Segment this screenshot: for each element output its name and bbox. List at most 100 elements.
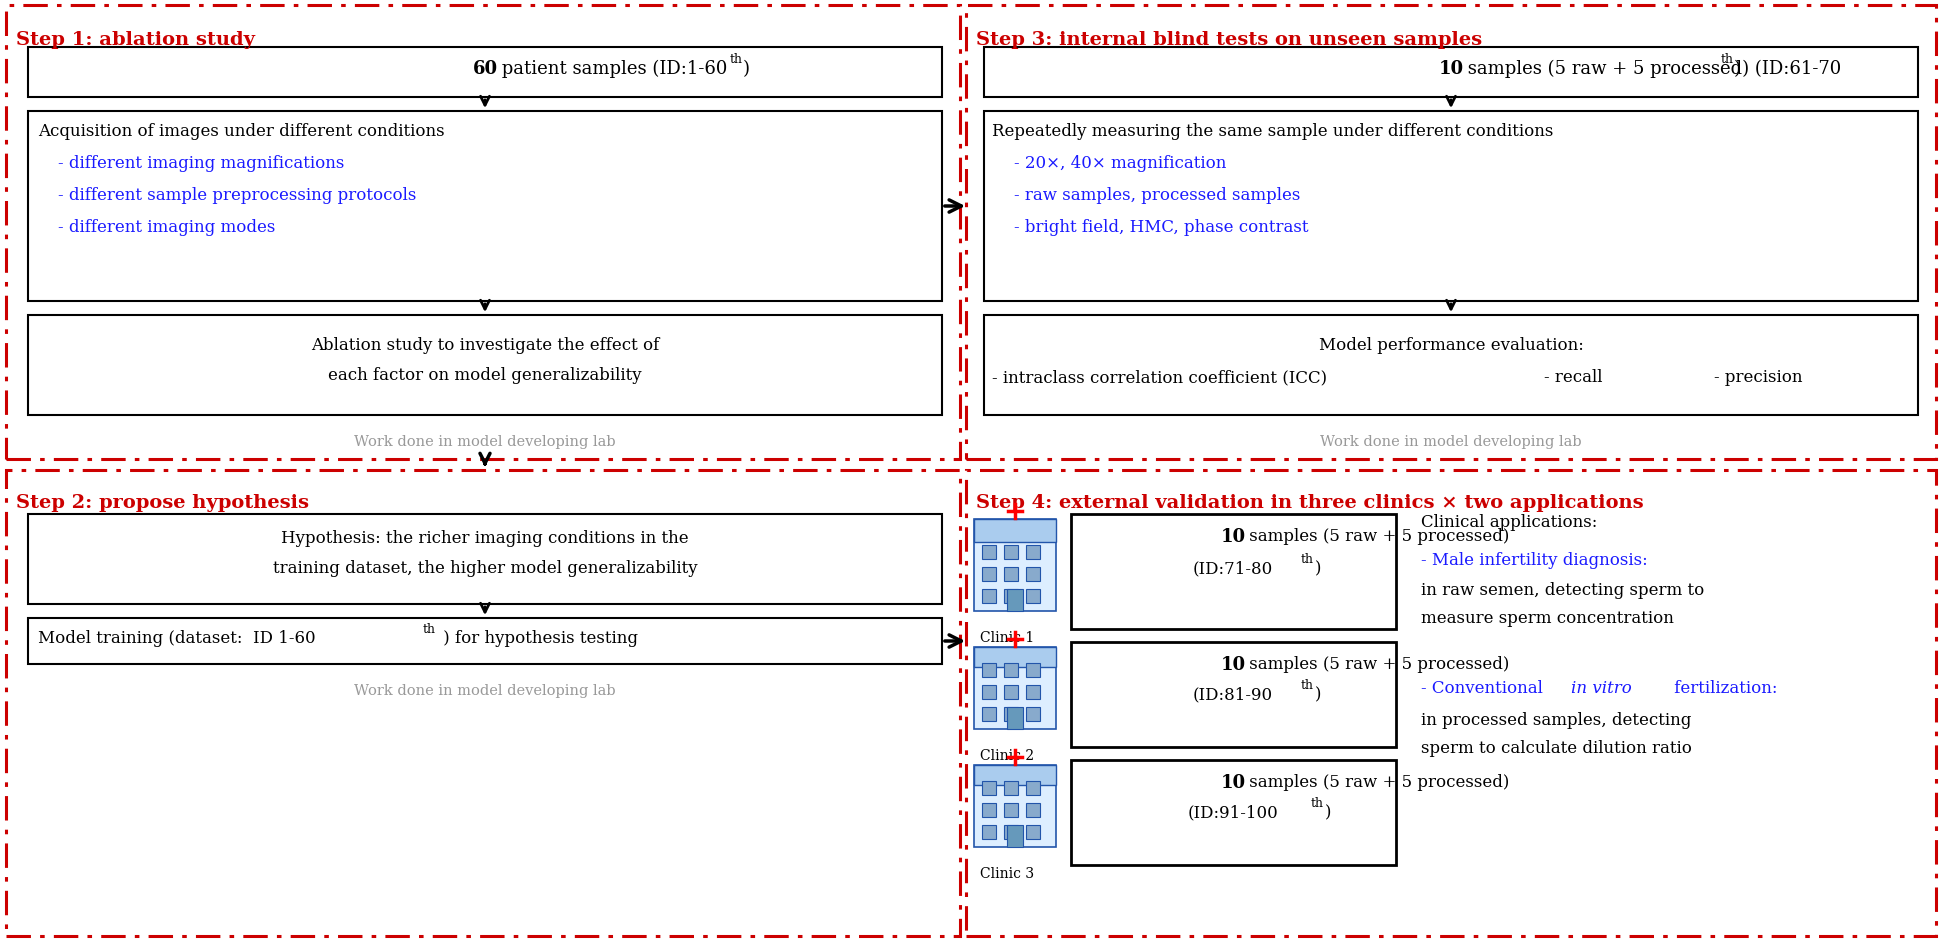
- Bar: [1003, 707, 1019, 721]
- Bar: [982, 567, 995, 581]
- Bar: [974, 765, 1056, 785]
- Text: 10: 10: [1221, 774, 1246, 792]
- Bar: [1071, 514, 1396, 629]
- Bar: [982, 589, 995, 603]
- Text: th: th: [1310, 797, 1324, 810]
- Text: th: th: [1301, 553, 1314, 566]
- Text: - different imaging magnifications: - different imaging magnifications: [58, 155, 344, 172]
- Bar: [1003, 545, 1019, 559]
- Text: 10: 10: [1221, 656, 1246, 674]
- Bar: [1003, 567, 1019, 581]
- Bar: [1071, 760, 1396, 865]
- Text: - precision: - precision: [1715, 369, 1802, 386]
- Bar: [1003, 803, 1019, 817]
- Bar: [1026, 663, 1040, 677]
- Bar: [1003, 663, 1019, 677]
- Bar: [1007, 707, 1023, 729]
- Text: in vitro: in vitro: [1571, 680, 1631, 697]
- Bar: [1003, 685, 1019, 699]
- Bar: [1026, 707, 1040, 721]
- Text: Clinic 2: Clinic 2: [980, 749, 1034, 763]
- Bar: [982, 545, 995, 559]
- Text: ): ): [743, 60, 750, 78]
- Text: Step 1: ablation study: Step 1: ablation study: [16, 31, 255, 49]
- Text: - bright field, HMC, phase contrast: - bright field, HMC, phase contrast: [1015, 219, 1308, 236]
- Text: samples (5 raw + 5 processed): samples (5 raw + 5 processed): [1244, 774, 1509, 791]
- Text: (ID:71-80: (ID:71-80: [1194, 560, 1273, 577]
- Bar: [1026, 781, 1040, 795]
- Text: samples (5 raw + 5 processed) (ID:61-70: samples (5 raw + 5 processed) (ID:61-70: [1462, 60, 1841, 78]
- Bar: [27, 47, 943, 97]
- Text: Step 4: external validation in three clinics × two applications: Step 4: external validation in three cli…: [976, 494, 1643, 512]
- Text: - Male infertility diagnosis:: - Male infertility diagnosis:: [1421, 552, 1649, 569]
- Text: Model performance evaluation:: Model performance evaluation:: [1318, 337, 1584, 354]
- Bar: [984, 315, 1919, 415]
- Text: Clinic 1: Clinic 1: [980, 631, 1034, 645]
- Text: Clinic 3: Clinic 3: [980, 867, 1034, 881]
- Text: th: th: [731, 53, 743, 66]
- Text: Step 2: propose hypothesis: Step 2: propose hypothesis: [16, 494, 309, 512]
- Bar: [982, 825, 995, 839]
- Text: patient samples (ID:1-60: patient samples (ID:1-60: [496, 60, 727, 78]
- Bar: [1071, 642, 1396, 747]
- Text: samples (5 raw + 5 processed): samples (5 raw + 5 processed): [1244, 656, 1509, 673]
- Bar: [1026, 825, 1040, 839]
- Bar: [982, 685, 995, 699]
- Bar: [974, 765, 1056, 847]
- Text: Clinical applications:: Clinical applications:: [1421, 514, 1598, 531]
- Text: - Conventional: - Conventional: [1421, 680, 1547, 697]
- Bar: [6, 470, 960, 936]
- Text: - different sample preprocessing protocols: - different sample preprocessing protoco…: [58, 187, 416, 204]
- Bar: [1007, 589, 1023, 611]
- Text: Ablation study to investigate the effect of: Ablation study to investigate the effect…: [311, 337, 659, 354]
- Bar: [27, 111, 943, 301]
- Bar: [982, 781, 995, 795]
- Text: Hypothesis: the richer imaging conditions in the: Hypothesis: the richer imaging condition…: [282, 530, 688, 547]
- Bar: [982, 663, 995, 677]
- Text: in raw semen, detecting sperm to: in raw semen, detecting sperm to: [1421, 582, 1705, 599]
- Bar: [974, 519, 1056, 542]
- Text: Work done in model developing lab: Work done in model developing lab: [354, 435, 616, 449]
- Text: Model training (dataset:  ID 1-60: Model training (dataset: ID 1-60: [39, 630, 315, 647]
- Bar: [982, 707, 995, 721]
- Bar: [984, 111, 1919, 301]
- Bar: [1007, 825, 1023, 847]
- Text: th: th: [424, 623, 435, 636]
- Text: - different imaging modes: - different imaging modes: [58, 219, 276, 236]
- Text: ): ): [1734, 60, 1742, 78]
- Text: in processed samples, detecting: in processed samples, detecting: [1421, 712, 1691, 729]
- Text: sperm to calculate dilution ratio: sperm to calculate dilution ratio: [1421, 740, 1691, 757]
- Text: 10: 10: [1439, 60, 1464, 78]
- Text: (ID:81-90: (ID:81-90: [1194, 686, 1273, 703]
- Text: - 20×, 40× magnification: - 20×, 40× magnification: [1015, 155, 1227, 172]
- Bar: [27, 618, 943, 664]
- Bar: [6, 5, 960, 459]
- Text: Repeatedly measuring the same sample under different conditions: Repeatedly measuring the same sample und…: [991, 123, 1553, 140]
- Text: Work done in model developing lab: Work done in model developing lab: [354, 684, 616, 698]
- Text: th: th: [1301, 679, 1314, 692]
- Bar: [982, 803, 995, 817]
- Text: ): ): [1326, 804, 1332, 821]
- Text: - raw samples, processed samples: - raw samples, processed samples: [1015, 187, 1301, 204]
- Bar: [966, 5, 1936, 459]
- Bar: [1026, 803, 1040, 817]
- Bar: [974, 519, 1056, 611]
- Text: ): ): [1314, 686, 1322, 703]
- Text: each factor on model generalizability: each factor on model generalizability: [329, 367, 642, 384]
- Text: training dataset, the higher model generalizability: training dataset, the higher model gener…: [272, 560, 698, 577]
- Bar: [1003, 589, 1019, 603]
- Text: th: th: [1720, 53, 1734, 66]
- Bar: [27, 315, 943, 415]
- Text: ) for hypothesis testing: ) for hypothesis testing: [437, 630, 638, 647]
- Bar: [27, 514, 943, 604]
- Text: fertilization:: fertilization:: [1670, 680, 1777, 697]
- Bar: [984, 47, 1919, 97]
- Bar: [1003, 825, 1019, 839]
- Text: ): ): [1314, 560, 1322, 577]
- Bar: [966, 470, 1936, 936]
- Text: measure sperm concentration: measure sperm concentration: [1421, 610, 1674, 627]
- Text: (ID:91-100: (ID:91-100: [1188, 804, 1279, 821]
- Bar: [1026, 567, 1040, 581]
- Text: - intraclass correlation coefficient (ICC): - intraclass correlation coefficient (IC…: [991, 369, 1328, 386]
- Bar: [1026, 685, 1040, 699]
